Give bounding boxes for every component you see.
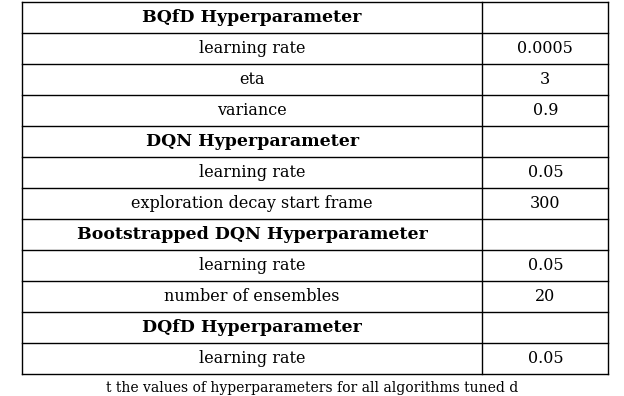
- Text: 300: 300: [530, 195, 560, 212]
- Text: 0.0005: 0.0005: [517, 40, 573, 57]
- Text: 0.05: 0.05: [527, 164, 563, 181]
- Text: learning rate: learning rate: [199, 257, 305, 274]
- Text: learning rate: learning rate: [199, 164, 305, 181]
- Text: variance: variance: [217, 102, 287, 119]
- Text: eta: eta: [240, 71, 265, 88]
- Text: number of ensembles: number of ensembles: [164, 288, 340, 305]
- Text: learning rate: learning rate: [199, 350, 305, 367]
- Text: BQfD Hyperparameter: BQfD Hyperparameter: [142, 9, 362, 26]
- Text: t the values of hyperparameters for all algorithms tuned d: t the values of hyperparameters for all …: [106, 381, 518, 395]
- Text: 20: 20: [535, 288, 555, 305]
- Text: 0.05: 0.05: [527, 257, 563, 274]
- Text: DQfD Hyperparameter: DQfD Hyperparameter: [142, 319, 362, 336]
- Text: Bootstrapped DQN Hyperparameter: Bootstrapped DQN Hyperparameter: [77, 226, 427, 243]
- Text: DQN Hyperparameter: DQN Hyperparameter: [145, 133, 359, 150]
- Text: learning rate: learning rate: [199, 40, 305, 57]
- Text: 0.9: 0.9: [533, 102, 558, 119]
- Text: exploration decay start frame: exploration decay start frame: [131, 195, 373, 212]
- Text: 3: 3: [540, 71, 550, 88]
- Text: 0.05: 0.05: [527, 350, 563, 367]
